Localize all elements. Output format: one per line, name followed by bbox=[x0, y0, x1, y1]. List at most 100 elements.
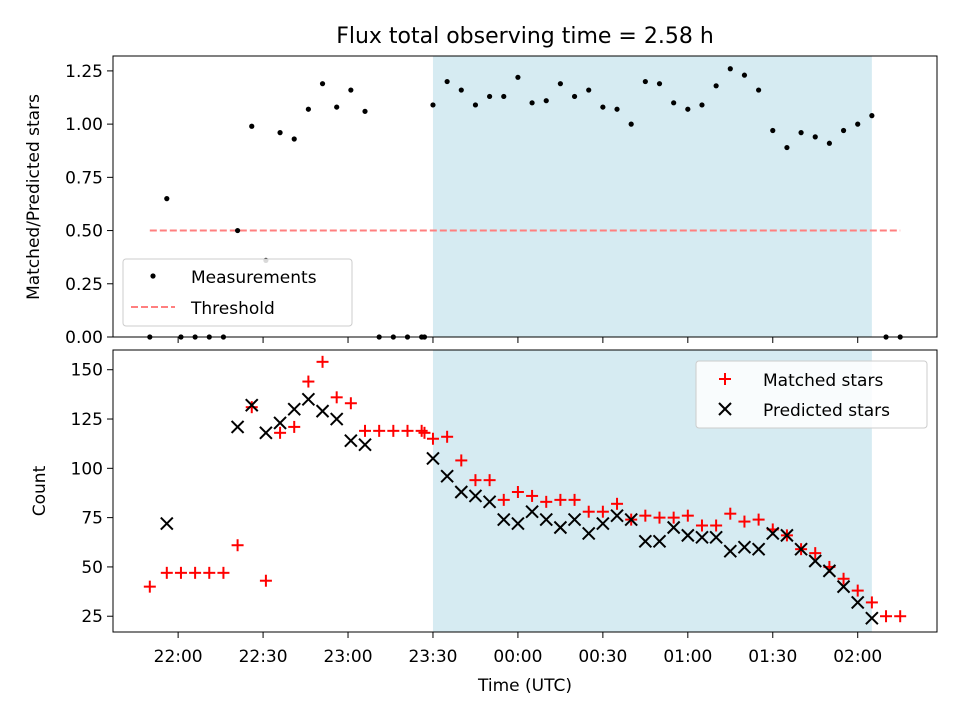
matched-star-point bbox=[639, 509, 652, 522]
measurement-point bbox=[840, 127, 847, 134]
measurement-point bbox=[557, 81, 563, 87]
measurement-point bbox=[855, 121, 861, 127]
measurement-point bbox=[164, 196, 170, 202]
measurement-point bbox=[487, 93, 493, 100]
matched-star-point bbox=[526, 489, 539, 502]
top-legend: Measurements Threshold bbox=[122, 258, 353, 327]
matched-star-point bbox=[483, 474, 496, 487]
predicted-star-point bbox=[652, 534, 667, 548]
predicted-star-point bbox=[539, 512, 553, 527]
measurement-point bbox=[784, 144, 790, 151]
measurement-point bbox=[685, 106, 691, 112]
predicted-star-point bbox=[851, 595, 865, 610]
measurement-point bbox=[348, 87, 354, 93]
matched-star-point bbox=[344, 397, 357, 410]
measurement-point bbox=[812, 134, 818, 140]
matched-star-point bbox=[710, 519, 723, 532]
top-panel-frame bbox=[112, 55, 938, 338]
legend-matched-marker bbox=[719, 373, 731, 385]
predicted-star-point bbox=[780, 528, 794, 543]
predicted-star-point bbox=[259, 426, 273, 440]
matched-star-point bbox=[611, 497, 624, 510]
predicted-star-point bbox=[230, 420, 245, 434]
matched-star-point bbox=[667, 511, 680, 524]
measurement-point bbox=[515, 74, 521, 80]
x-tick-label: 02:00 bbox=[833, 647, 882, 667]
x-tick-label: 23:30 bbox=[408, 647, 457, 667]
measurement-point bbox=[291, 136, 297, 142]
bottom-y-tick-label: 50 bbox=[81, 558, 103, 578]
predicted-star-point bbox=[329, 412, 344, 426]
matched-star-point bbox=[894, 610, 907, 623]
measurement-point bbox=[571, 93, 578, 100]
measurement-point bbox=[277, 130, 283, 136]
x-tick-label: 00:30 bbox=[578, 647, 627, 667]
matched-star-point bbox=[568, 493, 581, 506]
top-y-tick-label: 1.25 bbox=[65, 62, 103, 82]
matched-star-point bbox=[837, 572, 850, 585]
predicted-star-point bbox=[468, 489, 483, 503]
measurement-point bbox=[741, 72, 748, 78]
predicted-star-point bbox=[482, 495, 497, 509]
matched-star-point bbox=[469, 474, 482, 487]
predicted-star-point bbox=[666, 520, 681, 535]
measurement-point bbox=[699, 102, 705, 108]
measurement-point bbox=[305, 106, 311, 112]
matched-star-point bbox=[426, 432, 439, 445]
matched-star-point bbox=[497, 493, 510, 506]
measurement-point bbox=[600, 104, 606, 110]
measurement-point bbox=[472, 102, 479, 108]
predicted-star-point bbox=[709, 530, 723, 545]
bottom-y-tick-label: 150 bbox=[71, 361, 103, 381]
predicted-star-point bbox=[695, 530, 709, 545]
legend-measurements-marker bbox=[150, 273, 156, 279]
bottom-legend: Matched stars Predicted stars bbox=[695, 360, 928, 429]
x-tick-label: 01:00 bbox=[663, 647, 712, 667]
predicted-star-point bbox=[582, 526, 596, 541]
predicted-star-point bbox=[723, 544, 737, 558]
measurement-point bbox=[628, 121, 634, 127]
predicted-star-point bbox=[822, 564, 837, 578]
matched-star-point bbox=[217, 566, 230, 579]
matched-star-point bbox=[540, 495, 553, 508]
matched-star-point bbox=[441, 430, 454, 443]
matched-star-point bbox=[330, 391, 343, 404]
predicted-star-point bbox=[638, 534, 653, 548]
measurement-point bbox=[234, 227, 241, 234]
matched-star-point bbox=[259, 574, 272, 587]
predicted-star-point bbox=[160, 516, 174, 531]
matched-star-point bbox=[415, 424, 428, 437]
matched-star-point bbox=[738, 515, 751, 528]
measurement-point bbox=[249, 123, 255, 129]
matched-star-point bbox=[880, 610, 893, 623]
legend-predicted-marker bbox=[718, 402, 732, 416]
bottom-panel-frame bbox=[112, 349, 938, 633]
predicted-star-point bbox=[751, 542, 766, 556]
matched-star-point bbox=[752, 513, 765, 526]
matched-star-point bbox=[695, 519, 708, 532]
bottom-panel: 25 50 75 100 125 150 22:00 22:30 23:00 23:30 00:0… bbox=[30, 349, 938, 696]
measurement-point bbox=[586, 87, 592, 93]
predicted-star-point bbox=[344, 434, 358, 448]
legend-threshold-label: Threshold bbox=[190, 299, 275, 319]
top-y-tick-label: 0.75 bbox=[65, 168, 103, 188]
measurement-point bbox=[430, 102, 436, 108]
bottom-y-tick-label: 100 bbox=[71, 459, 103, 479]
measurement-point bbox=[642, 78, 648, 85]
matched-star-point bbox=[554, 493, 567, 506]
predicted-star-point bbox=[766, 526, 780, 541]
x-axis-label: Time (UTC) bbox=[477, 676, 572, 696]
predicted-star-point bbox=[358, 437, 372, 452]
predicted-star-point bbox=[624, 512, 638, 527]
measurement-point bbox=[756, 87, 762, 93]
predicted-star-point bbox=[596, 516, 610, 531]
predicted-star-point bbox=[808, 554, 822, 568]
matched-star-point bbox=[582, 505, 595, 518]
bottom-y-tick-label: 25 bbox=[81, 607, 103, 627]
matched-star-point bbox=[359, 424, 372, 437]
legend-measurements-label: Measurements bbox=[191, 268, 317, 288]
matched-star-point bbox=[288, 420, 301, 433]
matched-star-point bbox=[724, 507, 737, 520]
top-y-tick-label: 0.00 bbox=[65, 328, 103, 348]
x-tick-label: 01:30 bbox=[748, 647, 797, 667]
